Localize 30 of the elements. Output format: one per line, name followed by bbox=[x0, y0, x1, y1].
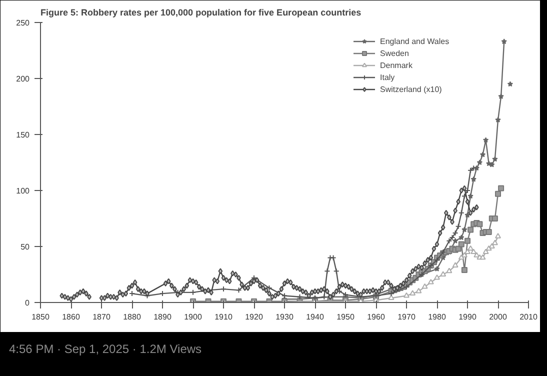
y-tick-label: 100 bbox=[16, 186, 30, 196]
x-tick-label: 1920 bbox=[245, 312, 264, 322]
text: 4:56 PM · Sep 1, 2025 · 1.2M Views bbox=[9, 341, 202, 358]
legend-label: England and Wales bbox=[380, 36, 450, 46]
x-tick-label: 2010 bbox=[520, 312, 538, 322]
x-tick-label: 1880 bbox=[123, 312, 142, 322]
x-tick-label: 1890 bbox=[154, 312, 172, 322]
x-tick-label: 1930 bbox=[276, 312, 294, 322]
x-tick-label: 1900 bbox=[184, 312, 202, 322]
x-tick-label: 1970 bbox=[398, 312, 416, 322]
y-tick-label: 150 bbox=[16, 130, 30, 140]
x-tick-label: 1960 bbox=[367, 312, 386, 322]
legend-label: Switzerland (x10) bbox=[380, 84, 442, 94]
y-tick-label: 250 bbox=[16, 18, 30, 28]
legend-label: Sweden bbox=[380, 48, 409, 58]
y-tick-label: 50 bbox=[20, 242, 30, 252]
x-tick-label: 1980 bbox=[428, 312, 446, 322]
x-tick-label: 1870 bbox=[92, 312, 111, 322]
y-tick-label: 200 bbox=[16, 74, 30, 84]
x-tick-label: 1990 bbox=[458, 312, 477, 322]
x-tick-label: 1850 bbox=[32, 312, 50, 322]
chart-title: Figure 5: Robbery rates per 100,000 population for five European countries bbox=[40, 8, 362, 18]
x-tick-label: 1940 bbox=[306, 312, 324, 322]
x-tick-label: 1860 bbox=[62, 312, 80, 322]
legend-label: Italy bbox=[380, 72, 396, 82]
x-tick-label: 1910 bbox=[214, 312, 233, 322]
x-tick-label: 1950 bbox=[336, 312, 355, 322]
legend-label: Denmark bbox=[380, 60, 412, 70]
x-tick-label: 2000 bbox=[489, 312, 508, 322]
y-tick-label: 0 bbox=[25, 298, 30, 308]
